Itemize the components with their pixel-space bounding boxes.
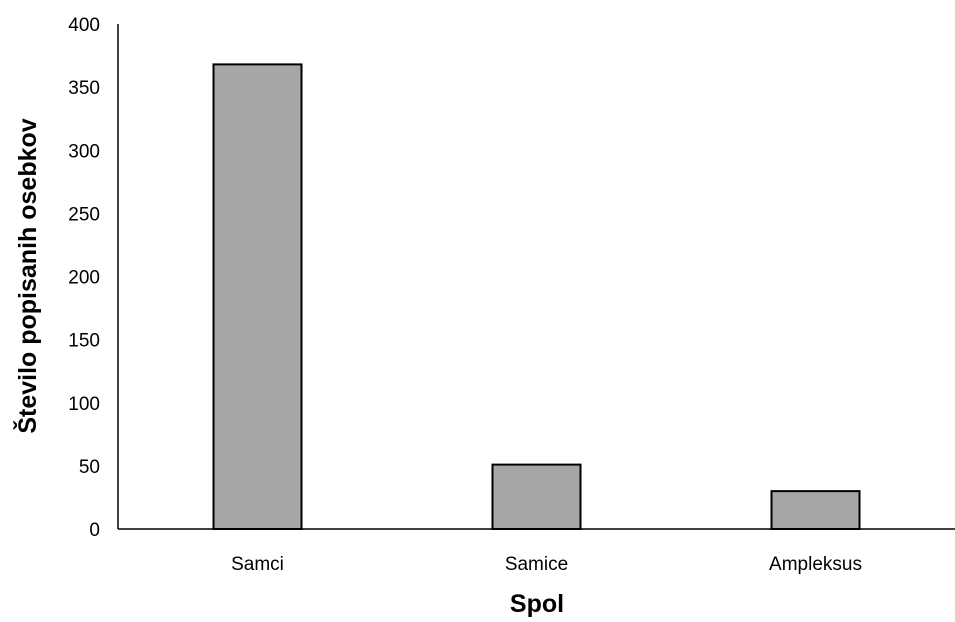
y-tick-label: 400 (68, 15, 100, 36)
y-tick-label: 150 (68, 331, 100, 352)
y-tick-label: 0 (89, 520, 100, 541)
y-tick-label: 300 (68, 141, 100, 162)
y-axis-title: Število popisanih osebkov (12, 118, 42, 433)
bars-layer (212, 63, 861, 531)
x-axis-title: Spol (510, 590, 564, 618)
bar-ampleksus (770, 490, 861, 530)
axes-layer (117, 24, 955, 530)
y-tick-label: 50 (79, 457, 100, 478)
x-tick-label: Samci (231, 554, 284, 575)
x-tick-label: Samice (505, 554, 568, 575)
bar-samci (212, 63, 303, 531)
y-tick-label: 100 (68, 394, 100, 415)
y-tick-label: 250 (68, 204, 100, 225)
x-tick-labels: Samci Samice Ampleksus (231, 554, 862, 575)
y-tick-label: 350 (68, 78, 100, 99)
x-tick-label: Ampleksus (769, 554, 862, 575)
bar-samice (491, 463, 582, 530)
y-tick-labels: 0 50 100 150 200 250 300 350 400 (68, 15, 100, 541)
y-tick-label: 200 (68, 268, 100, 289)
